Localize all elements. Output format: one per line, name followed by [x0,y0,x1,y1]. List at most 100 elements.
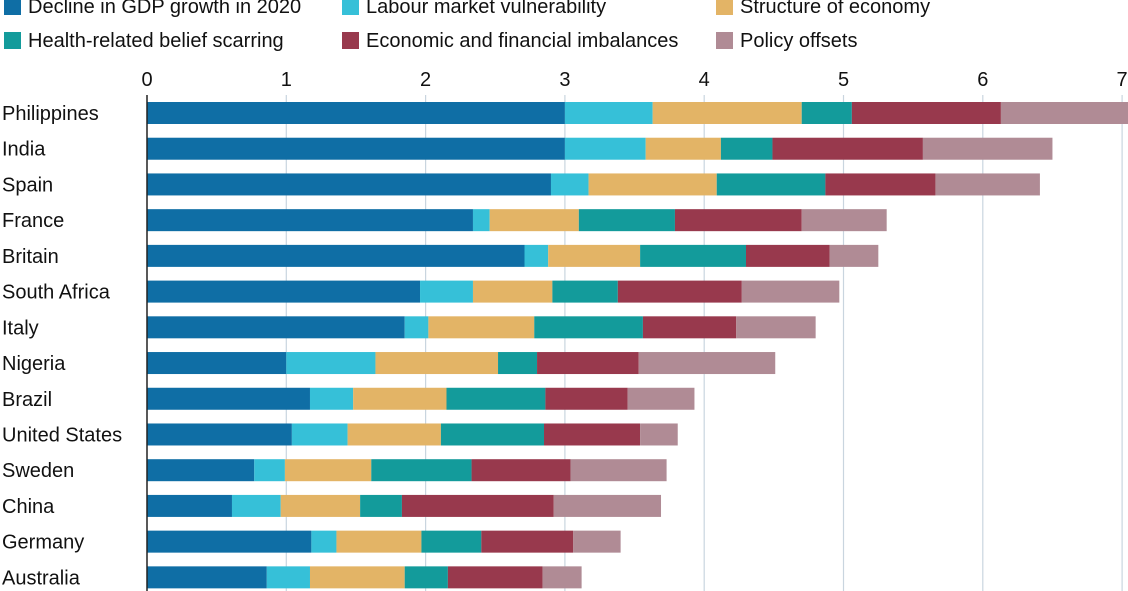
legend-swatch [342,32,359,49]
bar-segment-structure-of-economy [489,209,579,232]
x-tick-label: 0 [141,69,152,91]
bar-segment-health-related-belief-scarring [440,423,545,446]
category-label: France [2,210,64,232]
bar-segment-policy-offsets [638,352,776,375]
legend-item-structure-of-economy: Structure of economy [716,0,930,18]
bar-segment-labour-market-vulnerability [550,173,589,196]
bar-segment-policy-offsets [741,280,840,303]
bar-segment-policy-offsets [553,494,662,517]
bar-segment-labour-market-vulnerability [311,530,337,553]
bar-segment-structure-of-economy [645,137,721,160]
bar-row-france [147,209,887,232]
bar-segment-policy-offsets [922,137,1053,160]
bar-segment-economic-and-financial-imbalances [471,459,571,482]
bar-segment-structure-of-economy [280,494,361,517]
bar-row-germany [147,530,621,553]
bar-row-brazil [147,387,695,410]
bar-segment-policy-offsets [640,423,678,446]
bar-segment-decline-in-gdp-growth-in-2020 [147,494,232,517]
category-label: Nigeria [2,353,66,375]
legend-swatch [4,32,21,49]
x-tick-label: 7 [1117,69,1128,91]
x-tick-label: 6 [977,69,988,91]
legend-label: Structure of economy [740,0,930,18]
bar-segment-economic-and-financial-imbalances [674,209,802,232]
legend-swatch [716,32,733,49]
bar-segment-health-related-belief-scarring [360,494,402,517]
bar-segment-structure-of-economy [353,387,447,410]
bar-segment-decline-in-gdp-growth-in-2020 [147,173,551,196]
bar-segment-decline-in-gdp-growth-in-2020 [147,244,525,267]
bar-segment-structure-of-economy [375,352,499,375]
bars [147,102,1128,589]
legend-swatch [4,0,21,15]
bar-row-south-africa [147,280,840,303]
bar-segment-policy-offsets [829,244,879,267]
bar-row-australia [147,566,582,589]
bar-segment-decline-in-gdp-growth-in-2020 [147,530,312,553]
legend-label: Policy offsets [740,30,857,52]
bar-row-nigeria [147,352,776,375]
bar-segment-structure-of-economy [652,102,802,124]
bar-segment-labour-market-vulnerability [309,387,354,410]
bar-segment-decline-in-gdp-growth-in-2020 [147,280,421,303]
bar-segment-decline-in-gdp-growth-in-2020 [147,209,473,232]
bar-segment-economic-and-financial-imbalances [545,387,628,410]
legend-label: Health-related belief scarring [28,30,284,52]
bar-segment-structure-of-economy [428,316,535,339]
category-label: United States [2,424,122,446]
legend-item-labour-market-vulnerability: Labour market vulnerability [342,0,606,18]
bar-segment-policy-offsets [627,387,695,410]
bar-segment-health-related-belief-scarring [640,244,746,267]
legend-label: Economic and financial imbalances [366,30,678,52]
bar-segment-economic-and-financial-imbalances [745,244,830,267]
category-label: Germany [2,532,84,554]
bar-row-spain [147,173,1040,196]
bar-segment-structure-of-economy [548,244,641,267]
bar-segment-health-related-belief-scarring [534,316,643,339]
bar-segment-policy-offsets [935,173,1040,196]
bar-segment-labour-market-vulnerability [472,209,490,232]
bar-segment-economic-and-financial-imbalances [617,280,742,303]
bar-segment-economic-and-financial-imbalances [537,352,639,375]
legend-swatch [342,0,359,15]
bar-segment-structure-of-economy [472,280,553,303]
x-tick-label: 4 [699,69,710,91]
bar-segment-structure-of-economy [347,423,441,446]
bar-segment-health-related-belief-scarring [578,209,675,232]
bar-segment-health-related-belief-scarring [446,387,546,410]
bar-segment-labour-market-vulnerability [286,352,376,375]
bar-segment-decline-in-gdp-growth-in-2020 [147,423,292,446]
x-tick-label: 1 [281,69,292,91]
bar-segment-labour-market-vulnerability [564,137,646,160]
category-labels: Philippines India Spain France Britain South … [2,103,122,589]
legend: Decline in GDP growth in 2020 Labour mark… [4,0,930,52]
bar-row-sweden [147,459,667,482]
bar-segment-decline-in-gdp-growth-in-2020 [147,459,255,482]
legend-swatch [716,0,733,15]
bar-segment-labour-market-vulnerability [420,280,473,303]
bar-segment-health-related-belief-scarring [421,530,482,553]
bar-segment-structure-of-economy [588,173,717,196]
bar-segment-decline-in-gdp-growth-in-2020 [147,316,405,339]
bar-segment-labour-market-vulnerability [266,566,310,589]
bar-segment-policy-offsets [573,530,621,553]
bar-segment-economic-and-financial-imbalances [481,530,574,553]
category-label: Brazil [2,389,52,411]
legend-item-economic-and-financial-imbalances: Economic and financial imbalances [342,30,678,52]
x-axis-ticks: 0 1 2 3 4 5 6 7 [141,69,1127,91]
bar-segment-policy-offsets [1000,102,1128,124]
bar-segment-policy-offsets [542,566,582,589]
x-tick-label: 5 [838,69,849,91]
x-tick-label: 3 [559,69,570,91]
bar-row-china [147,494,662,517]
category-label: Britain [2,246,59,268]
bar-row-britain [147,244,879,267]
bar-segment-structure-of-economy [284,459,372,482]
bar-segment-policy-offsets [736,316,816,339]
bar-segment-economic-and-financial-imbalances [642,316,737,339]
legend-item-policy-offsets: Policy offsets [716,30,857,52]
bar-segment-health-related-belief-scarring [716,173,826,196]
bar-segment-decline-in-gdp-growth-in-2020 [147,566,267,589]
